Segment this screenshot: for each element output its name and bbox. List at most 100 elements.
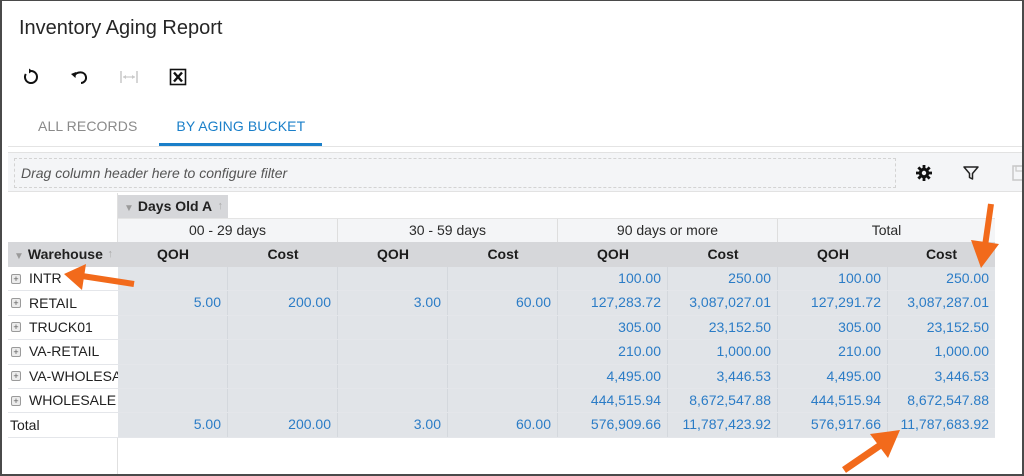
row-header[interactable]: + WHOLESALE bbox=[8, 388, 118, 413]
tab-all-records[interactable]: ALL RECORDS bbox=[38, 118, 138, 134]
column-field-chip[interactable]: ▼ Days Old A ↑ bbox=[118, 195, 228, 218]
table-cell: 250.00 bbox=[668, 267, 778, 291]
tab-by-aging-bucket[interactable]: BY AGING BUCKET bbox=[159, 110, 323, 146]
total-row-header: Total bbox=[8, 413, 118, 437]
table-cell bbox=[448, 388, 558, 413]
total-row: Total 5.00 200.00 3.00 60.00 576,909.66 … bbox=[8, 413, 995, 438]
table-cell: 5.00 bbox=[118, 291, 228, 315]
sort-icon[interactable]: ↑ bbox=[217, 200, 224, 212]
toolbar bbox=[20, 66, 216, 88]
table-cell: 60.00 bbox=[448, 291, 558, 315]
table-row: + TRUCK01 305.00 23,152.50 305.00 23,152.… bbox=[8, 315, 995, 341]
table-cell bbox=[338, 388, 448, 413]
expand-icon[interactable]: + bbox=[11, 395, 21, 406]
row-header[interactable]: + INTR bbox=[8, 267, 118, 291]
refresh-button[interactable] bbox=[20, 66, 42, 88]
measure-header[interactable]: QOH bbox=[597, 246, 629, 262]
table-row: + VA-WHOLESALE 4,495.00 3,446.53 4,495.00… bbox=[8, 364, 995, 389]
table-cell bbox=[448, 315, 558, 340]
measure-header[interactable]: QOH bbox=[817, 246, 849, 262]
table-row: + RETAIL 5.00 200.00 3.00 60.00 127,283.7… bbox=[8, 291, 995, 316]
table-cell: 8,672,547.88 bbox=[668, 388, 778, 413]
excel-icon bbox=[169, 68, 187, 86]
table-cell bbox=[118, 364, 228, 388]
fit-to-screen-button[interactable] bbox=[118, 66, 140, 88]
expand-icon[interactable]: + bbox=[11, 273, 21, 284]
page-title: Inventory Aging Report bbox=[19, 17, 223, 39]
table-cell: 1,000.00 bbox=[668, 340, 778, 364]
fit-width-icon bbox=[120, 71, 138, 83]
settings-button[interactable] bbox=[914, 163, 934, 183]
row-field-label: Warehouse bbox=[27, 246, 103, 262]
measure-header[interactable]: QOH bbox=[377, 246, 409, 262]
tabs-divider bbox=[8, 146, 1024, 147]
measure-header[interactable]: Cost bbox=[925, 246, 958, 262]
table-cell: 3,446.53 bbox=[888, 364, 995, 388]
row-label: WHOLESALE bbox=[29, 392, 117, 409]
pivot-body: + INTR 100.00 250.00 100.00 250.00 + RETAI… bbox=[8, 267, 995, 438]
expand-icon[interactable]: + bbox=[11, 322, 21, 333]
measure-header[interactable]: Cost bbox=[707, 246, 739, 262]
table-cell: 127,291.72 bbox=[778, 291, 888, 315]
total-cell: 576,917.66 bbox=[778, 413, 888, 437]
table-cell: 210.00 bbox=[778, 340, 888, 364]
row-header[interactable]: + RETAIL bbox=[8, 291, 118, 315]
undo-button[interactable] bbox=[69, 66, 91, 88]
table-cell bbox=[118, 340, 228, 364]
annotation-arrow-left-icon bbox=[64, 264, 135, 290]
measure-header[interactable]: Cost bbox=[267, 246, 299, 262]
table-cell bbox=[448, 364, 558, 388]
sort-icon[interactable]: ↑ bbox=[105, 242, 113, 267]
bucket-header: 90 days or more bbox=[558, 219, 778, 242]
table-cell: 200.00 bbox=[228, 291, 338, 315]
table-cell bbox=[118, 315, 228, 340]
filter-field-icon[interactable]: ▼ bbox=[124, 203, 134, 214]
filter-bar: Drag column header here to configure fil… bbox=[8, 152, 1024, 192]
expand-icon[interactable]: + bbox=[11, 371, 21, 382]
expand-icon[interactable]: + bbox=[11, 298, 21, 309]
filter-button[interactable] bbox=[961, 163, 981, 183]
total-cell: 3.00 bbox=[338, 413, 448, 437]
annotation-arrow-up-right-icon bbox=[842, 430, 900, 473]
total-cell: 11,787,683.92 bbox=[888, 413, 995, 437]
table-cell: 444,515.94 bbox=[558, 388, 668, 413]
total-cell: 576,909.66 bbox=[558, 413, 668, 437]
row-field-chip[interactable]: ▼ Warehouse ↑ bbox=[8, 242, 118, 267]
table-cell: 305.00 bbox=[778, 315, 888, 340]
table-cell: 4,495.00 bbox=[778, 364, 888, 388]
row-header[interactable]: + TRUCK01 bbox=[8, 315, 118, 340]
bucket-header: 00 - 29 days bbox=[118, 219, 338, 242]
measure-header[interactable]: QOH bbox=[157, 246, 189, 262]
total-cell: 60.00 bbox=[448, 413, 558, 437]
bucket-header: Total bbox=[778, 219, 995, 242]
table-cell: 100.00 bbox=[558, 267, 668, 291]
table-cell bbox=[448, 340, 558, 364]
column-field-label: Days Old A bbox=[137, 198, 213, 214]
gear-icon bbox=[916, 165, 932, 181]
table-cell: 127,283.72 bbox=[558, 291, 668, 315]
bucket-header: 30 - 59 days bbox=[338, 219, 558, 242]
filter-icon bbox=[963, 166, 979, 180]
row-label: RETAIL bbox=[29, 294, 77, 311]
table-cell bbox=[228, 340, 338, 364]
measure-header[interactable]: Cost bbox=[487, 246, 519, 262]
undo-icon bbox=[71, 71, 88, 84]
table-cell bbox=[338, 364, 448, 388]
expand-icon[interactable]: + bbox=[11, 346, 21, 357]
pivot-grid: ▼ Days Old A ↑ 00 - 29 days 30 - 59 days … bbox=[8, 193, 1024, 476]
table-row: + VA-RETAIL 210.00 1,000.00 210.00 1,000.… bbox=[8, 340, 995, 365]
table-cell bbox=[338, 340, 448, 364]
row-label: INTR bbox=[29, 270, 62, 287]
total-cell: 5.00 bbox=[118, 413, 228, 437]
row-header[interactable]: + VA-RETAIL bbox=[8, 340, 118, 364]
table-cell bbox=[448, 267, 558, 291]
row-header[interactable]: + VA-WHOLESALE bbox=[8, 364, 118, 388]
export-excel-button[interactable] bbox=[167, 66, 189, 88]
filter-drop-zone[interactable]: Drag column header here to configure fil… bbox=[14, 158, 896, 188]
total-cell: 11,787,423.92 bbox=[668, 413, 778, 437]
table-cell: 4,495.00 bbox=[558, 364, 668, 388]
table-cell: 444,515.94 bbox=[778, 388, 888, 413]
filter-field-icon[interactable]: ▼ bbox=[14, 251, 24, 262]
table-cell: 23,152.50 bbox=[668, 315, 778, 340]
bucket-header-row: 00 - 29 days 30 - 59 days 90 days or mor… bbox=[118, 218, 995, 242]
